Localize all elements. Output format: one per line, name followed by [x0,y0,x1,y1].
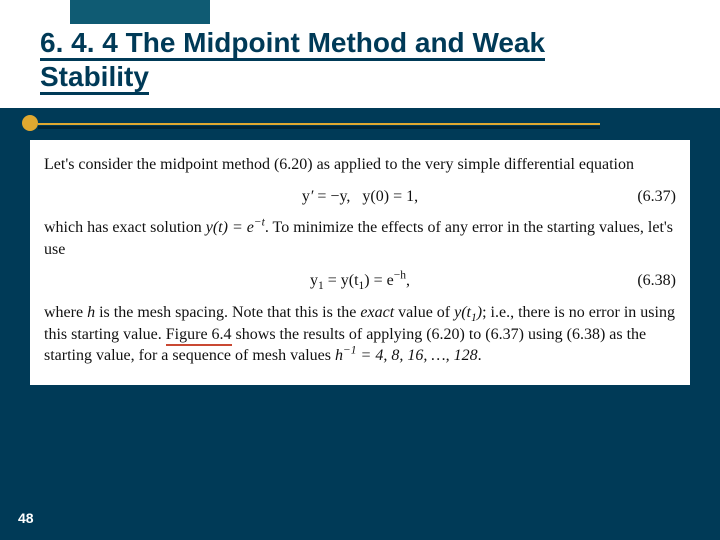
eq-6-38-number: (6.38) [637,270,676,292]
title-line-2: Stability [40,61,149,95]
divider-line [38,123,600,125]
title-line-1: 6. 4. 4 The Midpoint Method and Weak [40,27,545,61]
text-excerpt: Let's consider the midpoint method (6.20… [30,140,690,385]
slide: 6. 4. 4 The Midpoint Method and Weak Sta… [0,0,720,540]
bullet-icon [22,115,38,131]
eq-6-38-body: y1 = y(t1) = e−h, [310,270,410,292]
page-number: 48 [18,510,34,526]
equation-6-38: y1 = y(t1) = e−h, (6.38) [44,270,676,292]
slide-title: 6. 4. 4 The Midpoint Method and Weak Sta… [40,26,680,93]
eq-6-37-body: y′ = −y, y(0) = 1, [302,186,418,208]
figure-reference: Figure 6.4 [166,326,232,346]
corner-accent-block [70,0,210,24]
paragraph-3: where h is the mesh spacing. Note that t… [44,302,676,367]
p2-exact-solution: y(t) = e−t [206,219,265,236]
eq-6-37-number: (6.37) [637,186,676,208]
paragraph-2: which has exact solution y(t) = e−t. To … [44,217,676,260]
divider-shadow [38,126,600,129]
equation-6-37: y′ = −y, y(0) = 1, (6.37) [44,186,676,208]
p2-pre: which has exact solution [44,219,206,236]
paragraph-1: Let's consider the midpoint method (6.20… [44,154,676,176]
